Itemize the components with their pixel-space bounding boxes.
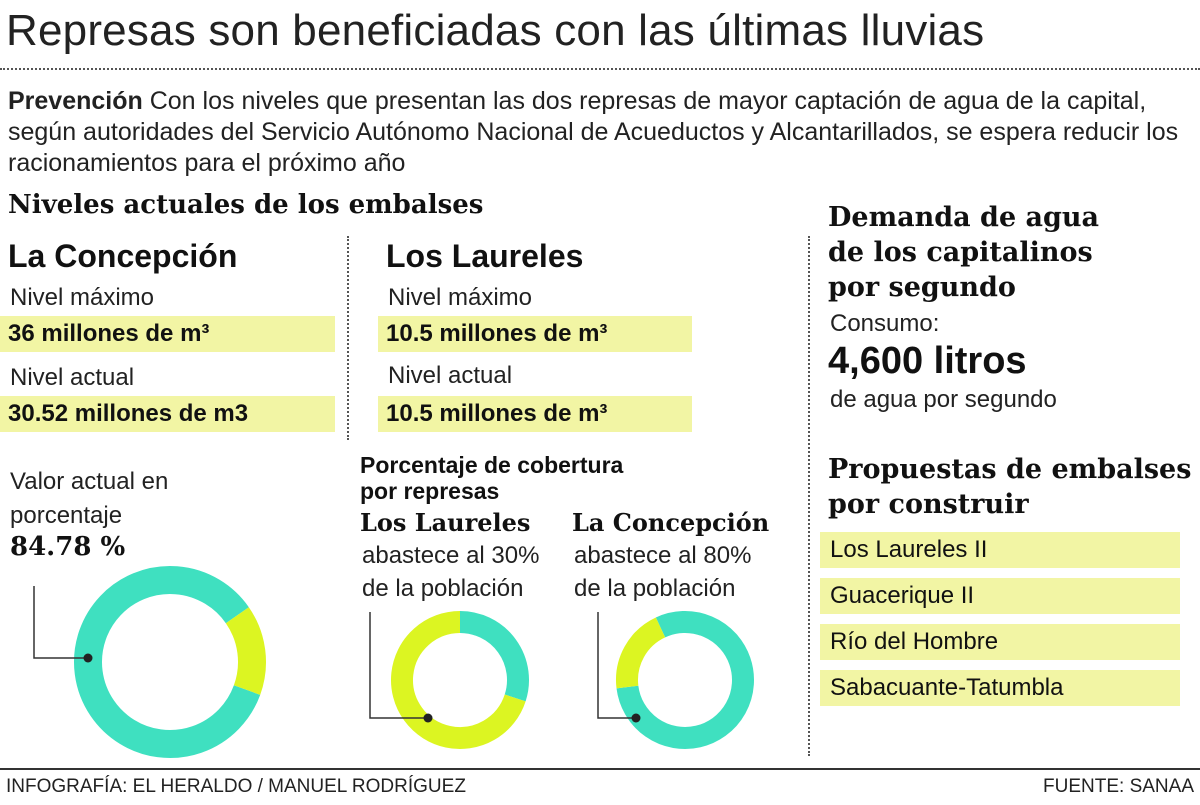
coverage-concepcion-line2: de la población [574, 575, 736, 602]
donut-2-slice-2 [391, 611, 526, 749]
coverage-laureles-name: Los Laureles [360, 508, 531, 537]
demand-title-line2: de los capitalinos [828, 237, 1093, 268]
page-title: Represas son beneficiadas con las última… [6, 6, 985, 55]
concepcion-current-value: 30.52 millones de m3 [0, 396, 335, 432]
column-divider-2 [808, 236, 810, 756]
proposal-item: Río del Hombre [820, 624, 1180, 660]
donut-1-leader-dot [83, 653, 93, 663]
laureles-current-label: Nivel actual [388, 362, 513, 389]
laureles-name: Los Laureles [386, 238, 584, 274]
footer-credit: INFOGRAFÍA: EL HERALDO / MANUEL RODRÍGUE… [6, 776, 466, 797]
title-divider [0, 68, 1200, 70]
demand-title-line1: Demanda de agua [828, 202, 1100, 233]
coverage-title-line2: por represas [360, 478, 500, 504]
donut-3-leader-dot [631, 713, 641, 723]
coverage-concepcion-name: La Concepción [572, 508, 770, 537]
laureles-max-label: Nivel máximo [388, 284, 533, 311]
proposal-item: Guacerique II [820, 578, 1180, 614]
demand-title-line3: por segundo [828, 272, 1016, 303]
donut-2-slice-1 [459, 611, 529, 702]
demand-title: Demanda de agua de los capitalinos por s… [828, 200, 1099, 305]
intro-lead: Prevención [8, 87, 143, 115]
proposals-title-line2: por construir [828, 489, 1029, 520]
footer-divider [0, 768, 1200, 770]
proposals-title-line1: Propuestas de embalses [828, 454, 1192, 485]
coverage-laureles-line2: de la población [362, 575, 524, 602]
donut-1-slice-2 [225, 607, 266, 695]
concepcion-max-value: 36 millones de m³ [0, 316, 335, 352]
donut-2-leader-dot [423, 713, 433, 723]
concepcion-current-label: Nivel actual [10, 364, 135, 391]
percent-value: 84.78 % [10, 532, 126, 562]
concepcion-name: La Concepción [8, 238, 238, 274]
percent-label-line2: porcentaje [10, 502, 123, 529]
coverage-concepcion-line1: abastece al 80% [574, 542, 752, 569]
demand-value: 4,600 litros [828, 340, 1027, 382]
percent-label-line1: Valor actual en [10, 468, 169, 495]
laureles-current-value: 10.5 millones de m³ [378, 396, 692, 432]
donut-3-slice-2 [616, 617, 666, 689]
footer-source: FUENTE: SANAA [1043, 776, 1194, 797]
laureles-max-value: 10.5 millones de m³ [378, 316, 692, 352]
donut-1-leader-line [33, 586, 88, 659]
coverage-title: Porcentaje de cobertura por represas [360, 452, 623, 504]
intro-paragraph: Prevención Con los niveles que presentan… [8, 86, 1193, 179]
intro-text: Con los niveles que presentan las dos re… [8, 87, 1179, 177]
donut-2-leader-line [369, 612, 428, 719]
demand-unit: de agua por segundo [830, 386, 1057, 413]
column-divider-1 [347, 236, 349, 440]
levels-section-title: Niveles actuales de los embalses [8, 190, 484, 220]
coverage-title-line1: Porcentaje de cobertura [360, 452, 624, 478]
donut-3-slice-1 [616, 611, 754, 749]
proposal-item: Sabacuante-Tatumbla [820, 670, 1180, 706]
concepcion-max-label: Nivel máximo [10, 284, 155, 311]
donut-3-leader-line [597, 612, 636, 719]
proposals-title: Propuestas de embalses por construir [828, 452, 1191, 522]
proposal-item: Los Laureles II [820, 532, 1180, 568]
donut-1-slice-1 [74, 566, 261, 758]
coverage-laureles-line1: abastece al 30% [362, 542, 540, 569]
demand-consumo-label: Consumo: [830, 310, 940, 337]
